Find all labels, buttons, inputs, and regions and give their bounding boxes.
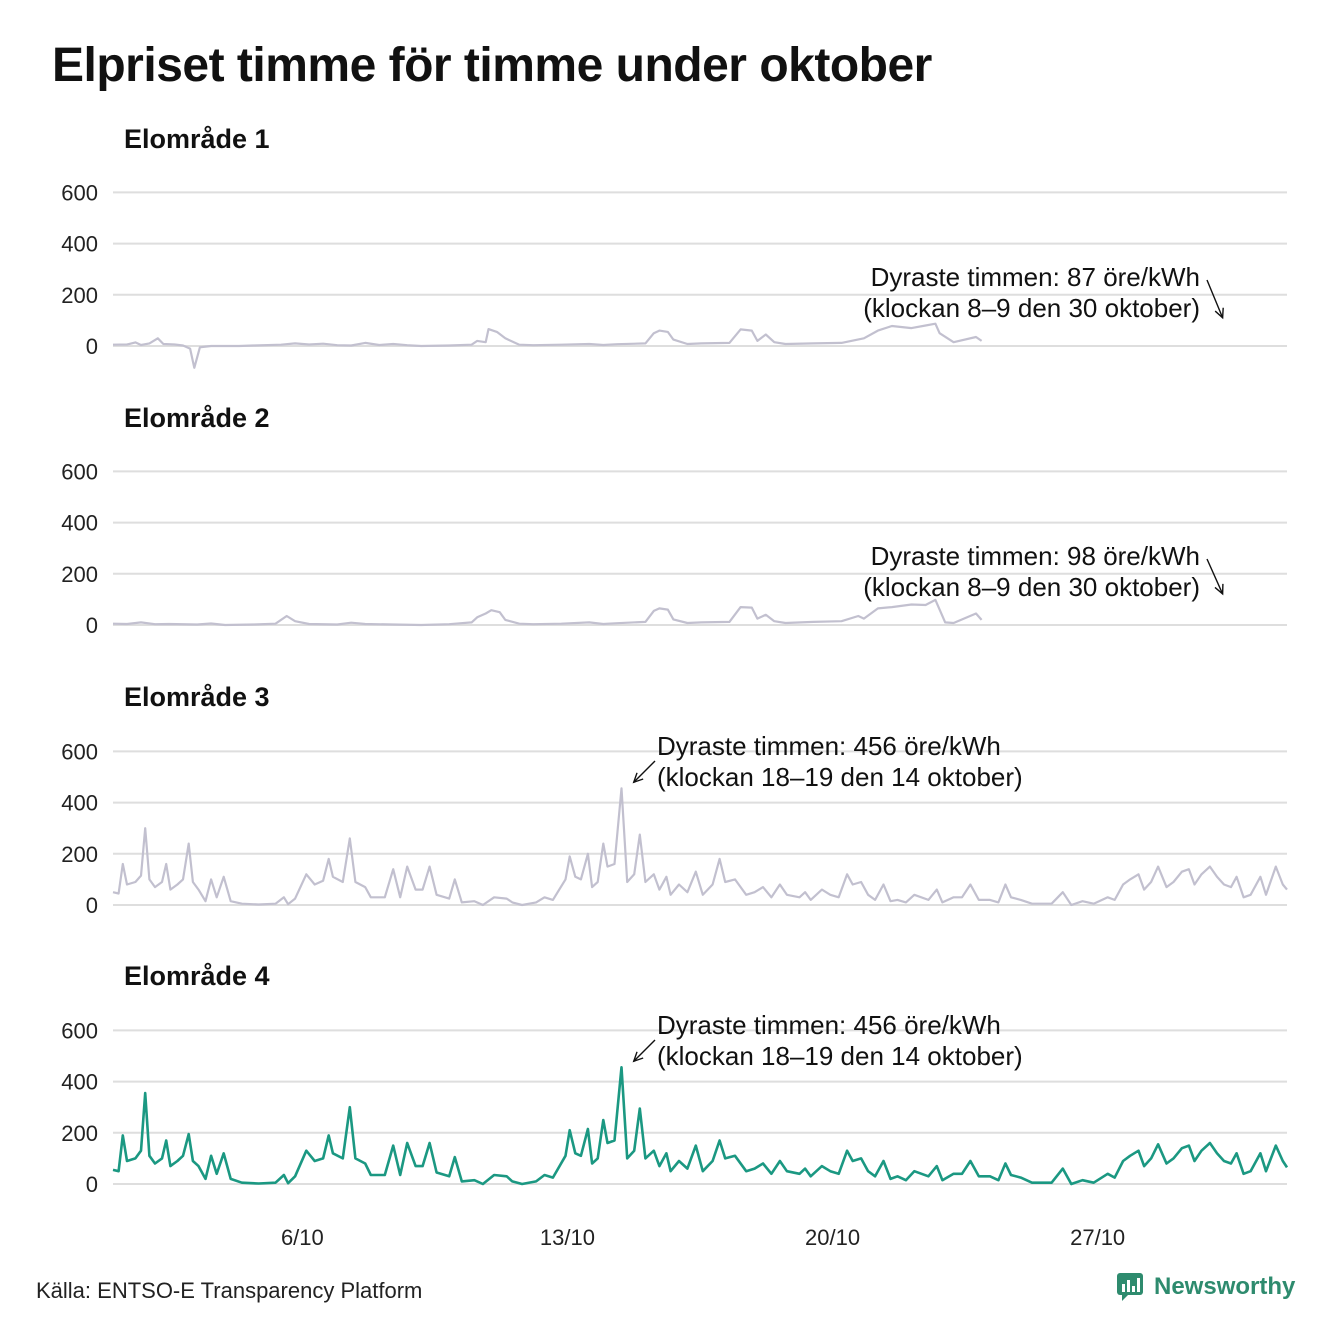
y-tick-label: 400 — [61, 1070, 98, 1095]
panel-4: Elområde 4 600 400 200 0 Dyraste timmen: 456 … — [61, 961, 1289, 1197]
annotation-line-2: (klockan 18–19 den 14 oktober) — [657, 1041, 1023, 1071]
brand-logo[interactable]: Newsworthy — [1116, 1272, 1295, 1302]
annotation-line-2: (klockan 18–19 den 14 oktober) — [657, 762, 1023, 792]
series-line — [112, 1066, 1289, 1186]
annotation-line-2: (klockan 8–9 den 30 oktober) — [863, 293, 1200, 323]
y-tick-label: 400 — [61, 232, 98, 257]
panel-3: Elområde 3 600 400 200 0 Dyraste timmen: 456 … — [61, 682, 1288, 918]
panel-title: Elområde 1 — [124, 124, 270, 154]
annotation-arrow — [633, 1039, 656, 1062]
annotation-line-1: Dyraste timmen: 456 öre/kWh — [657, 731, 1001, 761]
annotation-arrowhead — [632, 1051, 644, 1063]
brand-name: Newsworthy — [1154, 1273, 1296, 1300]
y-tick-label: 0 — [86, 1172, 98, 1197]
source-note: Källa: ENTSO-E Transparency Platform — [36, 1278, 423, 1303]
panel-2: Elområde 2 600 400 200 0 Dyraste timmen: 98 ö… — [61, 403, 1287, 638]
panel-title: Elområde 2 — [124, 403, 270, 433]
chart-title: Elpriset timme för timme under oktober — [52, 39, 932, 92]
x-tick-label: 27/10 — [1070, 1225, 1125, 1250]
y-tick-label: 600 — [61, 739, 98, 764]
y-tick-label: 600 — [61, 180, 98, 205]
y-tick-label: 400 — [61, 791, 98, 816]
y-tick-label: 200 — [61, 283, 98, 308]
newsworthy-icon — [1117, 1273, 1143, 1301]
panel-title: Elområde 4 — [124, 961, 270, 991]
annotation-arrowhead — [1214, 307, 1224, 320]
x-tick-label: 20/10 — [805, 1225, 860, 1250]
y-tick-label: 200 — [61, 1121, 98, 1146]
annotation-line-1: Dyraste timmen: 87 öre/kWh — [871, 262, 1200, 292]
y-tick-label: 0 — [86, 893, 98, 918]
annotation-line-2: (klockan 8–9 den 30 oktober) — [863, 572, 1200, 602]
x-tick-label: 13/10 — [540, 1225, 595, 1250]
panel-title: Elområde 3 — [124, 682, 270, 712]
annotation-line-1: Dyraste timmen: 98 öre/kWh — [871, 541, 1200, 571]
y-tick-label: 200 — [61, 562, 98, 587]
annotation-line-1: Dyraste timmen: 456 öre/kWh — [657, 1010, 1001, 1040]
x-tick-label: 6/10 — [281, 1225, 324, 1250]
y-tick-label: 400 — [61, 511, 98, 536]
panel-1: Elområde 1 600 400 200 0 Dyraste timmen: 87 ö… — [61, 124, 1287, 369]
annotation-arrow — [633, 760, 656, 783]
y-tick-label: 0 — [86, 613, 98, 638]
y-tick-label: 600 — [61, 1018, 98, 1043]
annotation-arrow — [1206, 279, 1224, 318]
annotation-arrowhead — [632, 772, 644, 784]
series-line — [112, 787, 1288, 907]
chart-panels: Elområde 1 600 400 200 0 Dyraste timmen: 87 ö… — [61, 124, 1289, 1197]
y-tick-label: 0 — [86, 334, 98, 359]
y-tick-label: 200 — [61, 842, 98, 867]
annotation-arrowhead — [1214, 583, 1224, 596]
annotation-arrow — [1206, 558, 1224, 595]
series-line — [112, 598, 983, 627]
x-axis: 6/10 13/10 20/10 27/10 — [281, 1225, 1125, 1250]
y-tick-label: 600 — [61, 459, 98, 484]
series-line — [112, 322, 983, 369]
